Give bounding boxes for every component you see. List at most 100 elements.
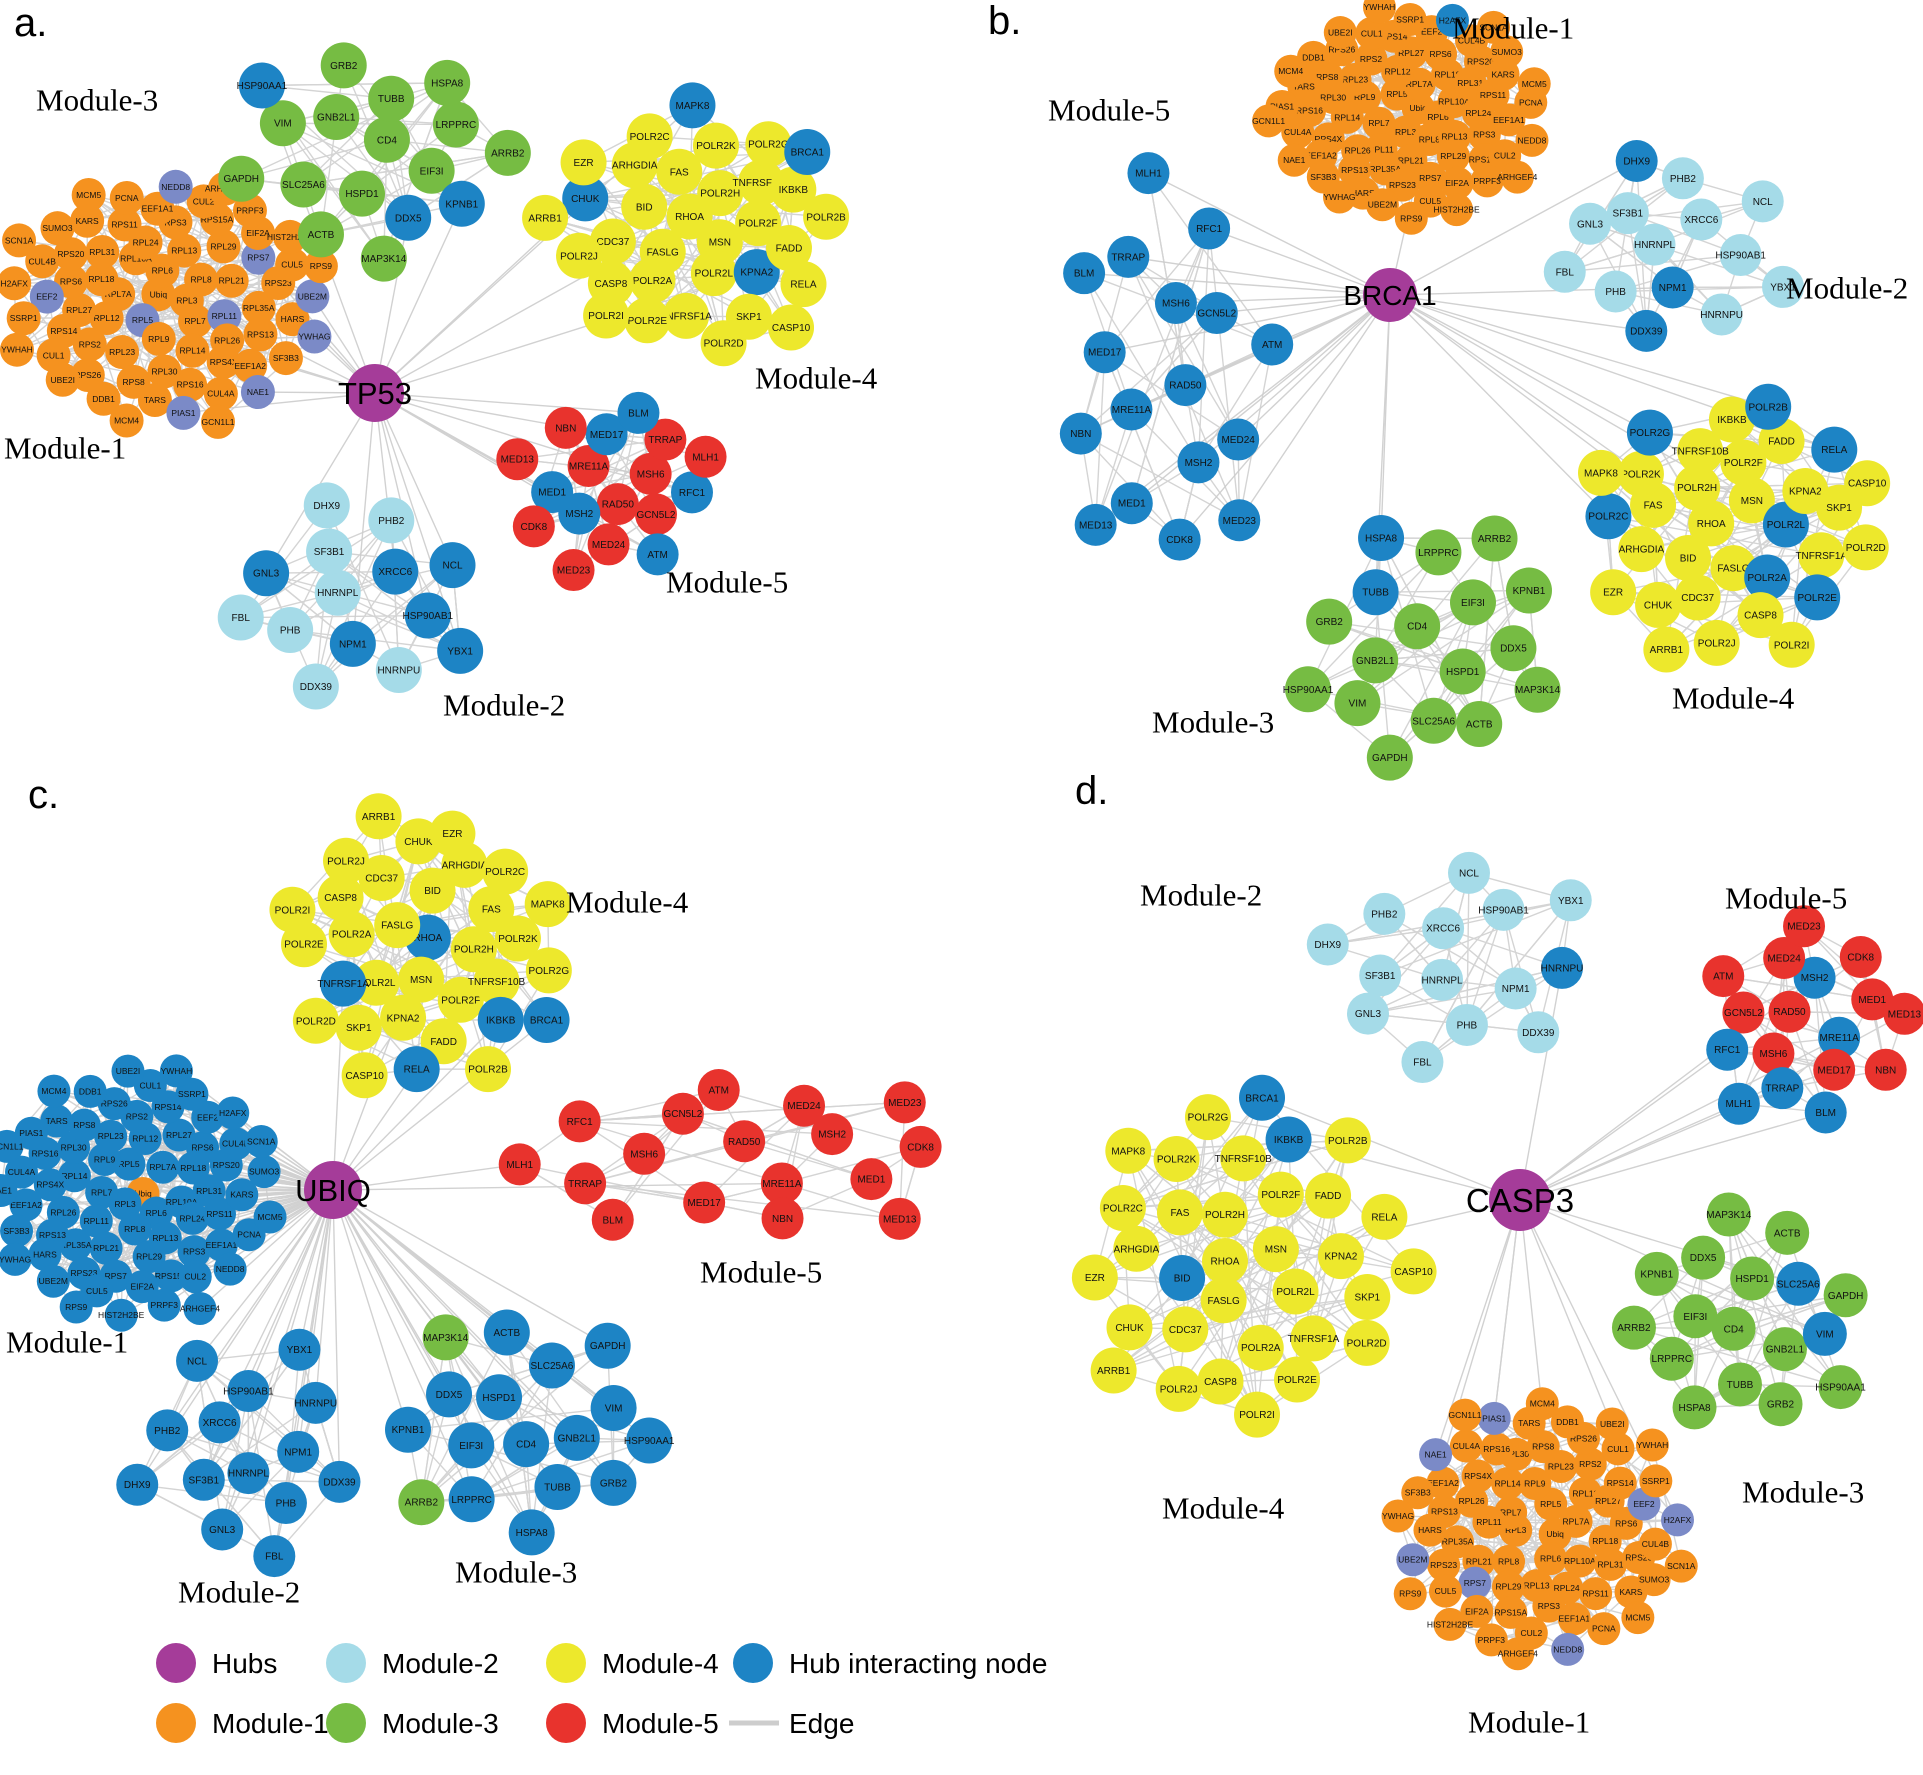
node-label-CASP10: CASP10 xyxy=(1848,479,1887,490)
node-RPL7 xyxy=(1362,106,1396,140)
node-label-POLR2J: POLR2J xyxy=(1160,1384,1198,1395)
module-label-b-Module-1: Module-1 xyxy=(1452,10,1574,45)
node-label-SSRP1: SSRP1 xyxy=(10,313,38,323)
node-label-POLR2C: POLR2C xyxy=(1588,512,1628,523)
node-label-PHB: PHB xyxy=(1457,1020,1478,1031)
node-label-RPL13: RPL13 xyxy=(1442,131,1468,141)
node-label-CUL1: CUL1 xyxy=(1361,28,1383,38)
node-label-POLR2F: POLR2F xyxy=(1261,1190,1300,1201)
node-label-RPL31: RPL31 xyxy=(1457,78,1483,88)
node-TUBB xyxy=(1717,1362,1762,1407)
node-FAS xyxy=(656,148,703,195)
node-label-NEDD8: NEDD8 xyxy=(161,182,190,192)
node-MED23 xyxy=(883,1081,926,1124)
node-label-RPS9: RPS9 xyxy=(310,261,332,271)
node-label-DDB1: DDB1 xyxy=(1302,52,1325,62)
node-label-BRCA1: BRCA1 xyxy=(791,147,825,158)
node-label-EEF1A2: EEF1A2 xyxy=(1427,1478,1459,1488)
node-label-FBL: FBL xyxy=(1413,1058,1432,1069)
node-UBE2I xyxy=(45,362,80,397)
node-label-RPS7: RPS7 xyxy=(247,253,269,263)
node-KPNB1 xyxy=(1634,1251,1679,1296)
node-label-SKP1: SKP1 xyxy=(1355,1293,1381,1304)
node-label-RPS11: RPS11 xyxy=(1582,1589,1609,1599)
legend-swatch-hub xyxy=(156,1643,196,1683)
node-label-MSH6: MSH6 xyxy=(1162,299,1190,310)
node-label-CUL2: CUL2 xyxy=(193,196,215,206)
node-RHOA xyxy=(1688,500,1735,547)
node-label-POLR2G: POLR2G xyxy=(529,966,570,977)
node-SCN1A xyxy=(2,223,37,258)
legend: Hubs Module-1 Module-2 Module-3 Module-4 Modu… xyxy=(156,1643,1047,1743)
node-POLR2E xyxy=(1274,1356,1321,1403)
node-label-RPS6: RPS6 xyxy=(191,1143,213,1153)
node-label-TARS: TARS xyxy=(1518,1418,1540,1428)
node-label-HSP90AA1: HSP90AA1 xyxy=(1283,685,1334,696)
node-RPS4X xyxy=(206,344,241,379)
node-label-FAS: FAS xyxy=(670,167,689,178)
node-NEDD8 xyxy=(158,169,193,204)
node-label-CUL4A: CUL4A xyxy=(8,1167,36,1177)
node-HARS xyxy=(1413,1513,1447,1547)
module-label-a-Module-5: Module-5 xyxy=(666,564,788,599)
node-label-HIST2H2BE: HIST2H2BE xyxy=(1433,205,1480,215)
node-label-H2AFX: H2AFX xyxy=(219,1108,247,1118)
node-HSP90AB1 xyxy=(227,1370,270,1413)
node-label-SF3B1: SF3B1 xyxy=(1613,209,1644,220)
node-label-TRRAP: TRRAP xyxy=(568,1179,602,1190)
node-POLR2F xyxy=(1720,439,1767,486)
node-label-RPS8: RPS8 xyxy=(1532,1442,1554,1452)
node-RPS6 xyxy=(54,264,89,299)
node-DDB1 xyxy=(86,381,121,416)
node-label-BLM: BLM xyxy=(1074,269,1095,280)
cluster-c-Module-5: RAD50 MRE11A MSH6 MSH2 MED17 GCN5L2 MED1 TRRAP M… xyxy=(498,1069,942,1241)
node-POLR2G xyxy=(525,947,572,994)
node-label-UBE2M: UBE2M xyxy=(1398,1555,1427,1565)
node-POLR2K xyxy=(692,122,739,169)
node-GCN1L1 xyxy=(1252,104,1286,138)
node-RAD50 xyxy=(1768,990,1811,1033)
node-label-TNFRSF1A: TNFRSF1A xyxy=(1288,1334,1340,1345)
node-POLR2J xyxy=(323,837,370,884)
node-TUBB xyxy=(368,75,415,122)
node-label-RPL7A: RPL7A xyxy=(1406,79,1433,89)
node-PRPF3 xyxy=(147,1288,181,1322)
cluster-a-Module-2: HNRNPL XRCC6 NPM1 SF3B1 HSP90AB1 PHB PHB2 HNRNP… xyxy=(217,482,484,710)
node-LRPPRC xyxy=(432,101,479,148)
node-label-RPL24: RPL24 xyxy=(1554,1583,1580,1593)
node-label-CDK8: CDK8 xyxy=(1166,535,1193,546)
module-label-b-Module-3: Module-3 xyxy=(1152,704,1274,739)
node-RAD50 xyxy=(596,483,639,526)
node-KPNB1 xyxy=(1505,567,1552,614)
node-RAD50 xyxy=(723,1120,766,1163)
cluster-c-Module-4: RHOA MSN FASLG POLR2H POLR2L BID POLR2F POLR2A F… xyxy=(269,793,572,1099)
node-MED13 xyxy=(496,438,539,481)
cluster-d-Module-2: HNRNPL XRCC6 NPM1 SF3B1 HSP90AB1 PHB PHB2 HNRNP… xyxy=(1306,851,1592,1084)
node-label-GCN5L2: GCN5L2 xyxy=(1197,309,1236,320)
node-CUL5 xyxy=(275,247,310,282)
node-RPS16 xyxy=(173,367,208,402)
node-CHUK xyxy=(1106,1304,1153,1351)
node-label-RPL29: RPL29 xyxy=(1440,151,1466,161)
node-label-PCNA: PCNA xyxy=(237,1230,261,1240)
node-label-RPS15A: RPS15A xyxy=(1495,1607,1528,1617)
node-label-CDK8: CDK8 xyxy=(520,522,547,533)
node-FASLG xyxy=(1200,1277,1247,1324)
node-label-EEF1A2: EEF1A2 xyxy=(1305,151,1337,161)
node-RPL21 xyxy=(214,263,249,298)
node-label-RPS3: RPS3 xyxy=(164,217,186,227)
node-label-RPS14: RPS14 xyxy=(1381,31,1408,41)
node-GAPDH xyxy=(1366,734,1413,781)
node-label-MED23: MED23 xyxy=(888,1098,922,1109)
node-label-RPL23: RPL23 xyxy=(1548,1461,1574,1471)
node-label-RPL23: RPL23 xyxy=(109,347,135,357)
node-label-YWHAG: YWHAG xyxy=(1382,1511,1414,1521)
node-label-CDC37: CDC37 xyxy=(597,237,630,248)
node-label-DDX5: DDX5 xyxy=(1500,644,1527,655)
legend-item-module-1: Module-1 xyxy=(156,1703,329,1743)
node-label-POLR2L: POLR2L xyxy=(695,269,734,280)
node-DHX9 xyxy=(1615,139,1658,182)
node-label-PCNA: PCNA xyxy=(1592,1624,1616,1634)
node-label-TNFRSF1A: TNFRSF1A xyxy=(660,311,712,322)
node-label-RPL23: RPL23 xyxy=(98,1131,124,1141)
